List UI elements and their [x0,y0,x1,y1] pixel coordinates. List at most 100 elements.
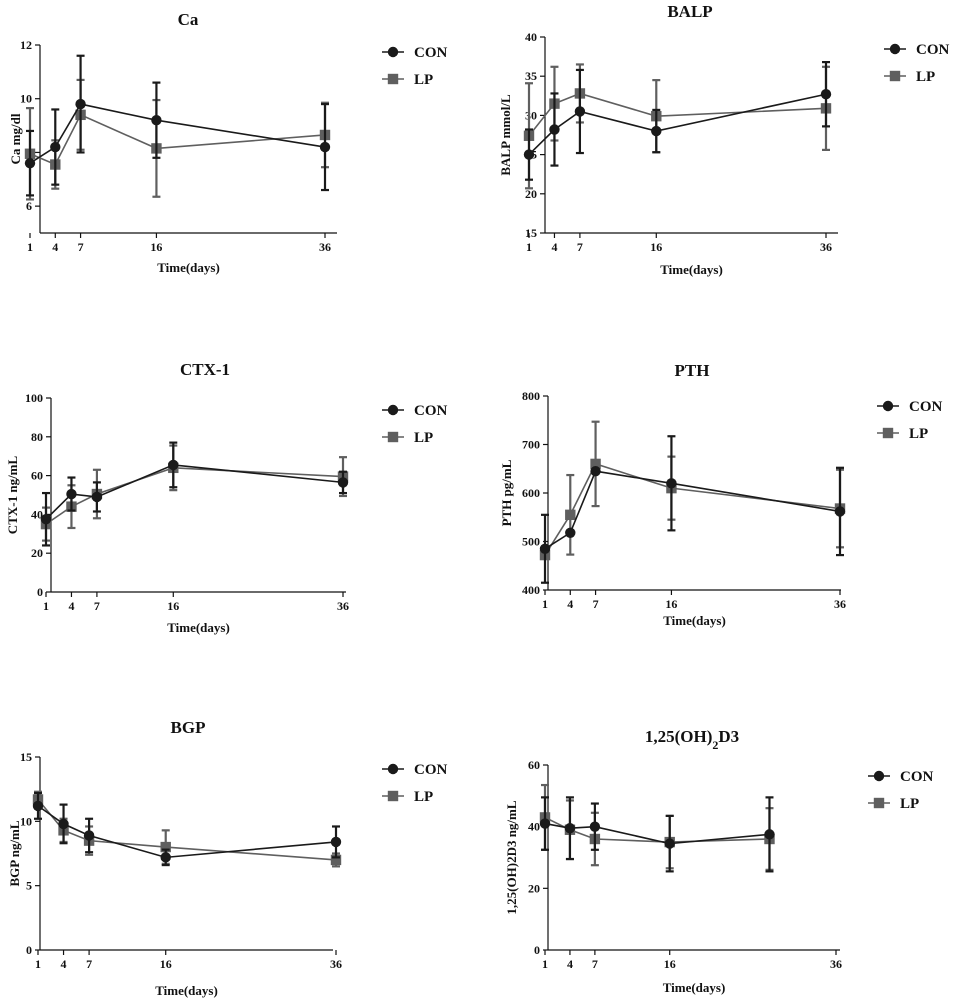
y-tick-label: 80 [31,430,43,444]
y-tick-label: 35 [525,69,537,83]
data-point [168,459,179,471]
y-tick-label: 40 [31,507,43,521]
x-tick-label: 16 [664,957,676,971]
y-tick-label: 0 [37,585,43,599]
y-tick-label: 400 [522,583,540,597]
chart-title: Ca [178,10,199,29]
legend-marker [387,46,399,58]
legend-marker [889,43,901,55]
data-point [319,141,331,153]
data-point [40,514,52,525]
data-point [564,823,576,834]
x-tick-label: 7 [577,240,583,254]
legend-label: LP [900,796,919,812]
y-tick-label: 5 [26,879,32,893]
chart-panel-4: 0 5 10 15 1 4 7 16 36 BGP Time(days) BGP ng/mL CON LP [7,718,448,998]
data-point [330,836,342,848]
y-tick-label: 12 [20,38,32,52]
y-axis-title: 1,25(OH)2D3 ng/mL [504,800,519,914]
data-point [523,149,535,160]
legend-label: LP [414,72,433,88]
legend-marker [882,400,894,412]
x-axis-title: Time(days) [167,620,230,635]
legend-marker [882,427,894,439]
series-line [528,92,827,137]
legend-entry-con: CON [382,403,448,419]
x-tick-label: 1 [27,240,33,254]
x-axis-title: Time(days) [155,983,218,998]
data-point [539,818,551,829]
legend-label: LP [909,426,928,442]
data-point [91,491,103,503]
legend-marker [387,73,399,85]
legend-entry-lp: LP [382,789,433,805]
y-tick-label: 60 [31,469,43,483]
x-tick-label: 4 [567,957,573,971]
chart-title: BGP [171,718,206,737]
data-point [50,141,61,153]
data-point [589,821,601,832]
y-tick-label: 60 [528,758,540,772]
legend-label: CON [414,45,448,61]
legend-entry-lp: LP [877,426,928,442]
data-point [565,527,576,538]
y-tick-label: 10 [20,92,32,106]
data-point [590,458,601,470]
legend-entry-lp: LP [382,430,433,446]
data-point [83,830,95,841]
x-tick-label: 1 [542,957,548,971]
x-tick-label: 1 [542,597,548,611]
data-point [539,543,551,554]
x-tick-label: 4 [61,957,67,971]
x-tick-label: 16 [665,597,677,611]
y-tick-label: 6 [26,199,32,213]
x-tick-label: 4 [52,240,58,254]
y-tick-label: 20 [528,881,540,895]
data-point [32,800,44,812]
x-axis-title: Time(days) [663,980,726,995]
series-con [539,796,775,873]
series-con [523,60,832,181]
x-tick-label: 1 [526,240,532,254]
y-axis-title: CTX-1 ng/mL [5,455,20,534]
y-tick-label: 20 [31,546,43,560]
y-axis-title: BALP mmol/L [498,94,513,176]
y-tick-label: 40 [525,30,537,44]
x-axis-title: Time(days) [663,613,726,628]
legend-entry-lp: LP [868,796,919,812]
legend-entry-lp: LP [884,69,935,85]
y-axis-title: Ca mg/dl [8,113,23,164]
data-point [820,89,832,100]
legend-label: CON [900,769,934,785]
x-tick-label: 16 [650,240,662,254]
legend-label: LP [414,430,433,446]
data-point [337,477,349,488]
legend-entry-con: CON [877,399,943,415]
data-point [160,852,171,863]
x-tick-label: 16 [150,240,162,254]
legend-entry-con: CON [382,45,448,61]
y-axis-title: BGP ng/mL [7,820,22,886]
data-point [66,488,77,500]
legend-marker [387,404,399,416]
data-point [834,506,846,517]
series-line [29,103,326,164]
data-point [549,124,560,135]
data-point [590,465,601,477]
x-tick-label: 16 [160,957,172,971]
legend-entry-lp: LP [382,72,433,88]
x-tick-label: 4 [68,599,74,613]
legend-marker [387,763,399,775]
y-tick-label: 800 [522,389,540,403]
x-tick-label: 7 [593,597,599,611]
legend-label: CON [909,399,943,415]
chart-title: 1,25(OH)2D3 [645,727,739,752]
data-point [75,98,86,110]
data-point [330,854,342,866]
series-line [544,470,841,550]
x-tick-label: 36 [319,240,331,254]
y-tick-label: 600 [522,486,540,500]
legend-label: LP [916,69,935,85]
